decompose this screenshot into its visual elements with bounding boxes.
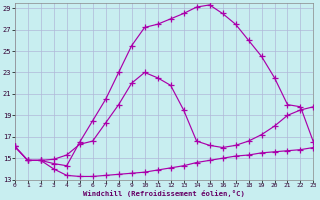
- X-axis label: Windchill (Refroidissement éolien,°C): Windchill (Refroidissement éolien,°C): [83, 190, 245, 197]
